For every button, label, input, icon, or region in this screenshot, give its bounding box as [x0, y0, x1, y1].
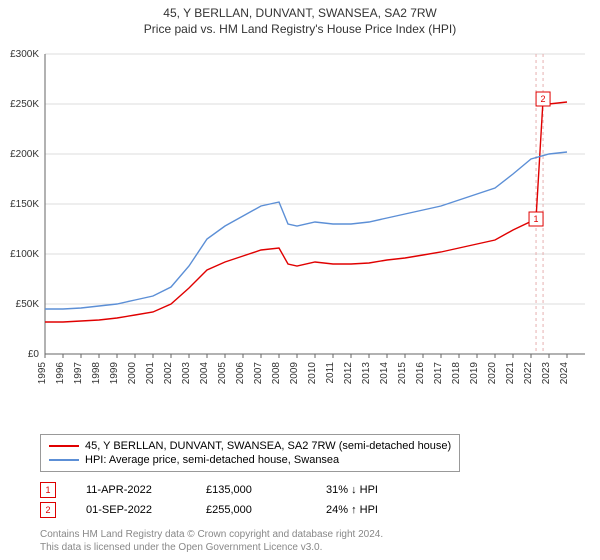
point-delta: 31% ↓ HPI — [326, 484, 446, 496]
point-date: 01-SEP-2022 — [86, 504, 176, 516]
svg-text:2013: 2013 — [361, 362, 372, 385]
svg-text:2011: 2011 — [325, 362, 336, 384]
svg-text:2019: 2019 — [469, 362, 480, 385]
svg-text:2023: 2023 — [541, 362, 552, 385]
svg-text:2001: 2001 — [145, 362, 156, 385]
svg-text:1995: 1995 — [37, 362, 48, 385]
svg-text:£300K: £300K — [10, 49, 39, 60]
svg-text:£0: £0 — [28, 349, 40, 360]
svg-text:2012: 2012 — [343, 362, 354, 385]
svg-text:2024: 2024 — [559, 362, 570, 385]
svg-text:£100K: £100K — [10, 249, 39, 260]
svg-text:2007: 2007 — [253, 362, 264, 385]
svg-text:£250K: £250K — [10, 99, 39, 110]
svg-text:2021: 2021 — [505, 362, 516, 385]
point-marker-1: 1 — [40, 482, 56, 498]
chart-title: 45, Y BERLLAN, DUNVANT, SWANSEA, SA2 7RW — [0, 0, 600, 20]
svg-text:2014: 2014 — [379, 362, 390, 385]
svg-text:£150K: £150K — [10, 199, 39, 210]
svg-text:2005: 2005 — [217, 362, 228, 385]
footnote: Contains HM Land Registry data © Crown c… — [40, 528, 383, 554]
legend-row-hpi: HPI: Average price, semi-detached house,… — [49, 453, 451, 467]
point-price: £135,000 — [206, 484, 296, 496]
legend-label-hpi: HPI: Average price, semi-detached house,… — [85, 454, 339, 466]
svg-text:2: 2 — [541, 94, 546, 104]
svg-text:1996: 1996 — [55, 362, 66, 385]
svg-text:2018: 2018 — [451, 362, 462, 385]
svg-text:2010: 2010 — [307, 362, 318, 385]
svg-text:2000: 2000 — [127, 362, 138, 385]
svg-text:2003: 2003 — [181, 362, 192, 385]
svg-text:2015: 2015 — [397, 362, 408, 385]
price-points-table: 1 11-APR-2022 £135,000 31% ↓ HPI 2 01-SE… — [40, 480, 446, 520]
svg-text:1997: 1997 — [73, 362, 84, 385]
svg-text:2006: 2006 — [235, 362, 246, 385]
legend-swatch-hpi — [49, 459, 79, 461]
svg-text:2008: 2008 — [271, 362, 282, 385]
footnote-line-1: Contains HM Land Registry data © Crown c… — [40, 528, 383, 541]
table-row: 2 01-SEP-2022 £255,000 24% ↑ HPI — [40, 500, 446, 520]
line-chart-svg: £0 £50K £100K £150K £200K £250K £300K 1995 1996 1… — [0, 44, 600, 394]
svg-text:£200K: £200K — [10, 149, 39, 160]
svg-text:1999: 1999 — [109, 362, 120, 385]
point-marker-2: 2 — [40, 502, 56, 518]
point-price: £255,000 — [206, 504, 296, 516]
svg-text:1: 1 — [534, 214, 539, 224]
svg-text:2016: 2016 — [415, 362, 426, 385]
legend: 45, Y BERLLAN, DUNVANT, SWANSEA, SA2 7RW… — [40, 434, 460, 472]
table-row: 1 11-APR-2022 £135,000 31% ↓ HPI — [40, 480, 446, 500]
footnote-line-2: This data is licensed under the Open Gov… — [40, 541, 383, 554]
legend-swatch-property — [49, 445, 79, 447]
svg-text:2004: 2004 — [199, 362, 210, 385]
chart-area: £0 £50K £100K £150K £200K £250K £300K 1995 1996 1… — [0, 44, 600, 394]
point-delta: 24% ↑ HPI — [326, 504, 446, 516]
legend-row-property: 45, Y BERLLAN, DUNVANT, SWANSEA, SA2 7RW… — [49, 439, 451, 453]
svg-text:£50K: £50K — [16, 299, 40, 310]
point-date: 11-APR-2022 — [86, 484, 176, 496]
svg-text:1998: 1998 — [91, 362, 102, 385]
legend-label-property: 45, Y BERLLAN, DUNVANT, SWANSEA, SA2 7RW… — [85, 440, 451, 452]
svg-text:2017: 2017 — [433, 362, 444, 385]
svg-text:2009: 2009 — [289, 362, 300, 385]
svg-text:2002: 2002 — [163, 362, 174, 385]
chart-subtitle: Price paid vs. HM Land Registry's House … — [0, 20, 600, 40]
svg-text:2022: 2022 — [523, 362, 534, 385]
svg-text:2020: 2020 — [487, 362, 498, 385]
